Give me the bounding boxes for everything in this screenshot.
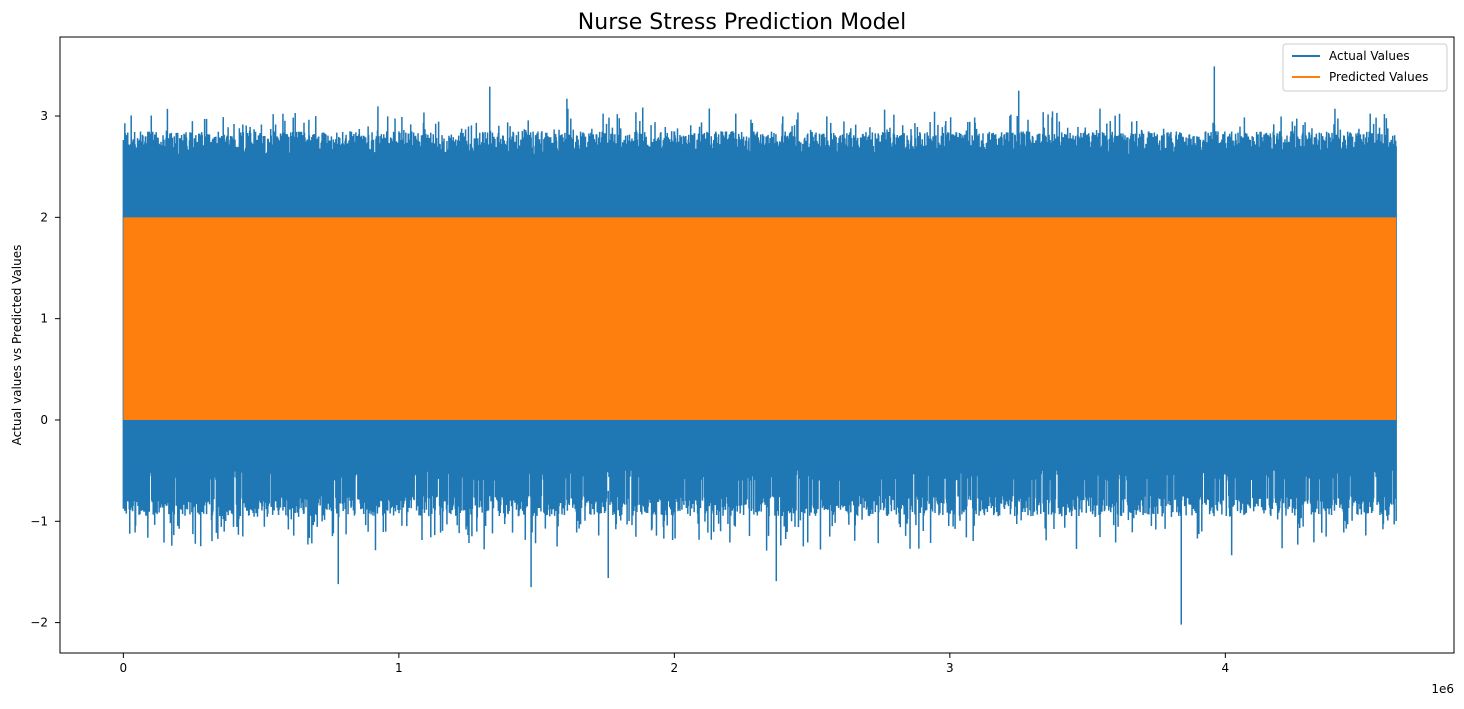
axes-layer: 0 1 2 3 4 −2 −1 0 1 2 3 xyxy=(30,36,1455,675)
legend: Actual Values Predicted Values xyxy=(1282,43,1448,92)
predicted-values-line xyxy=(123,217,1397,420)
legend-label-predicted-values: Predicted Values xyxy=(1329,70,1428,84)
y-tick-label: 0 xyxy=(40,413,48,427)
y-tick-label: 2 xyxy=(40,210,48,224)
legend-frame xyxy=(1282,43,1448,92)
y-tick-label: −1 xyxy=(30,514,48,528)
plot-frame xyxy=(59,36,1455,654)
x-tick-label: 1 xyxy=(395,661,403,675)
x-tick-label: 0 xyxy=(120,661,128,675)
x-axis-offset-text: 1e6 xyxy=(1431,682,1454,696)
y-axis-label: Actual values vs Predicted Values xyxy=(10,245,24,446)
x-tick-label: 3 xyxy=(946,661,954,675)
x-tick-label: 2 xyxy=(671,661,679,675)
y-tick-label: −2 xyxy=(30,616,48,630)
legend-label-actual-values: Actual Values xyxy=(1329,49,1410,63)
y-tick-label: 1 xyxy=(40,312,48,326)
chart-title: Nurse Stress Prediction Model xyxy=(578,10,906,35)
y-tick-label: 3 xyxy=(40,109,48,123)
x-tick-label: 4 xyxy=(1222,661,1230,675)
series-layer xyxy=(122,66,1397,625)
